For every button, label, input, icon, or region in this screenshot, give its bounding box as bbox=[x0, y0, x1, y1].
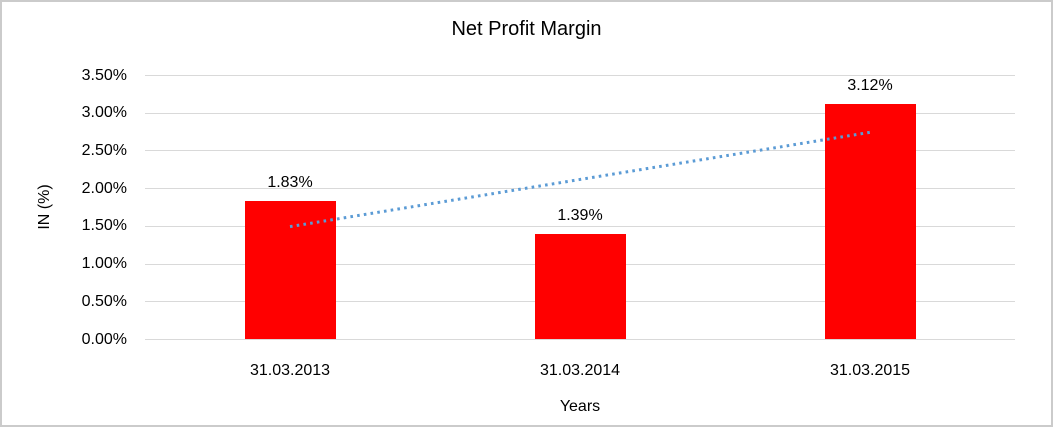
data-label: 1.83% bbox=[267, 173, 313, 191]
bar-31.03.2015 bbox=[824, 103, 916, 339]
y-tick-label: 0.50% bbox=[81, 292, 127, 310]
gridline bbox=[145, 75, 1015, 76]
gridline bbox=[145, 150, 1015, 152]
chart-title: Net Profit Margin bbox=[451, 18, 602, 40]
data-label: 1.39% bbox=[557, 207, 603, 225]
y-tick-label: 2.50% bbox=[81, 141, 127, 159]
x-tick-label: 31.03.2014 bbox=[539, 362, 621, 379]
gridline bbox=[145, 339, 1015, 340]
gridline bbox=[145, 112, 1015, 114]
bar-31.03.2014 bbox=[534, 234, 626, 339]
plot-area: 1.83% 1.39% 3.12% bbox=[145, 75, 1015, 340]
bar-31.03.2013 bbox=[244, 200, 336, 339]
gridline bbox=[145, 188, 1015, 190]
x-tick-label: 31.03.2015 bbox=[829, 362, 911, 379]
y-tick-label: 2.00% bbox=[81, 179, 127, 197]
y-tick-label: 1.00% bbox=[81, 255, 127, 273]
y-tick-label: 1.50% bbox=[81, 217, 127, 235]
y-tick-label: 0.00% bbox=[81, 330, 127, 348]
trendline bbox=[289, 130, 871, 229]
x-tick-label: 31.03.2013 bbox=[249, 362, 331, 379]
gridline bbox=[145, 225, 1015, 227]
y-tick-label: 3.00% bbox=[81, 104, 127, 122]
x-axis-title: Years bbox=[559, 398, 601, 415]
y-tick-label: 3.50% bbox=[81, 66, 127, 84]
data-label: 3.12% bbox=[847, 76, 893, 94]
